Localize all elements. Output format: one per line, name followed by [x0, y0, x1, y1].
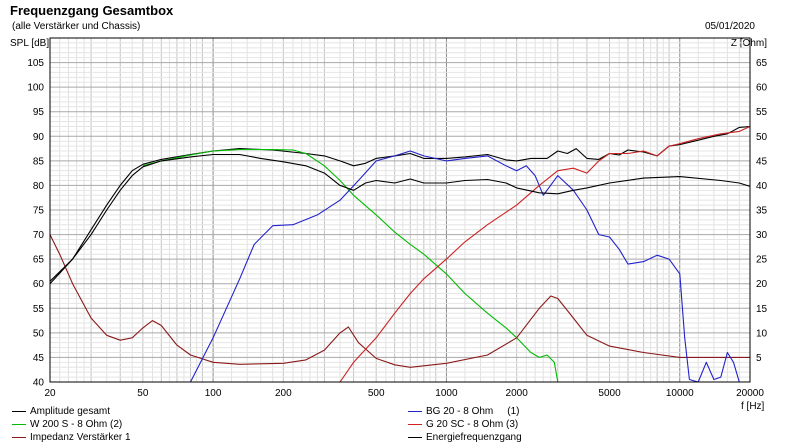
y-tick-label-left: 75: [33, 206, 45, 217]
legend-swatch: [12, 410, 26, 412]
x-axis-label: f [Hz]: [741, 401, 765, 412]
y-tick-label-right: 5: [756, 353, 762, 364]
x-tick-label: 20000: [736, 388, 764, 399]
legend-item-amplitude: Amplitude gesamt: [12, 405, 110, 418]
legend-item-energy: Energiefrequenzgang: [408, 431, 522, 444]
legend-label: G 20 SC - 8 Ohm: [426, 419, 504, 430]
y-tick-label-right: 15: [756, 304, 768, 315]
y-tick-label-left: 80: [33, 181, 45, 192]
y-axis-left-label: SPL [dB]: [10, 38, 50, 49]
grid: [49, 38, 751, 382]
legend-swatch: [408, 436, 422, 438]
legend-swatch: [408, 423, 422, 425]
series-line-s2: [142, 149, 559, 383]
y-tick-label-right: 55: [756, 107, 768, 118]
y-tick-label-left: 55: [33, 304, 45, 315]
y-tick-label-left: 90: [33, 132, 45, 143]
y-tick-label-right: 65: [756, 58, 768, 69]
y-tick-label-left: 60: [33, 279, 45, 290]
series-layer: [49, 125, 751, 383]
series-line-s4: [190, 150, 750, 383]
y-tick-label-right: 10: [756, 328, 768, 339]
chart-title: Frequenzgang Gesamtbox: [10, 3, 174, 18]
series-line-s3: [49, 234, 750, 368]
chart-subtitle: (alle Verstärker und Chassis): [12, 21, 141, 32]
y-tick-label-right: 50: [756, 132, 768, 143]
x-tick-label: 2000: [506, 388, 529, 399]
x-tick-label: 1000: [435, 388, 458, 399]
y-tick-label-right: 25: [756, 255, 768, 266]
series-line-s6: [49, 153, 751, 282]
y-axis-right-label: Z [Ohm]: [730, 38, 767, 49]
y-tick-label-left: 85: [33, 156, 45, 167]
legend-number: (2): [110, 419, 123, 430]
legend-item-impedance: Impedanz Verstärker 1: [12, 431, 131, 444]
legend-swatch: [12, 436, 26, 438]
x-tick-label: 50: [137, 388, 149, 399]
x-tick-label: 20: [44, 388, 56, 399]
x-tick-label: 100: [205, 388, 222, 399]
x-tick-label: 10000: [666, 388, 694, 399]
y-tick-label-left: 105: [27, 58, 44, 69]
legend: Amplitude gesamt W 200 S - 8 Ohm (2) Imp…: [0, 405, 800, 445]
y-tick-label-right: 45: [756, 156, 768, 167]
y-tick-label-left: 65: [33, 255, 45, 266]
legend-item-bg20: BG 20 - 8 Ohm (1): [408, 405, 519, 418]
y-tick-label-left: 95: [33, 107, 45, 118]
legend-number: (3): [506, 419, 519, 430]
frequency-response-chart: 40 45 50 55 60 65 70 75 80 85 90 95 100 105 5 10 15 20 25 3…: [27, 37, 768, 399]
y-tick-label-left: 50: [33, 328, 45, 339]
y-tick-label-left: 70: [33, 230, 45, 241]
legend-label: Impedanz Verstärker 1: [30, 432, 131, 443]
series-line-s5: [339, 125, 751, 383]
y-tick-label-right: 20: [756, 279, 768, 290]
y-tick-label-right: 60: [756, 83, 768, 94]
legend-swatch: [408, 410, 422, 412]
legend-label: BG 20 - 8 Ohm: [426, 406, 494, 417]
tick-labels: 40 45 50 55 60 65 70 75 80 85 90 95 100 105 5 10 15 20 25 3…: [27, 58, 767, 399]
y-tick-label-right: 30: [756, 230, 768, 241]
legend-item-w200s: W 200 S - 8 Ohm (2): [12, 418, 122, 431]
legend-swatch: [12, 423, 26, 425]
chart-date: 05/01/2020: [704, 21, 755, 32]
y-tick-label-right: 40: [756, 181, 768, 192]
legend-label: W 200 S - 8 Ohm: [30, 419, 108, 430]
y-tick-label-left: 40: [33, 378, 45, 389]
x-tick-label: 5000: [598, 388, 621, 399]
legend-label: Energiefrequenzgang: [426, 432, 522, 443]
legend-number: (1): [507, 406, 520, 417]
legend-item-g20sc: G 20 SC - 8 Ohm (3): [408, 418, 518, 431]
x-tick-label: 500: [368, 388, 385, 399]
legend-label: Amplitude gesamt: [30, 406, 111, 417]
x-tick-label: 200: [275, 388, 292, 399]
y-tick-label-right: 35: [756, 206, 768, 217]
plot-frame: [49, 37, 751, 383]
y-tick-label-left: 100: [27, 83, 44, 94]
y-tick-label-left: 45: [33, 353, 45, 364]
